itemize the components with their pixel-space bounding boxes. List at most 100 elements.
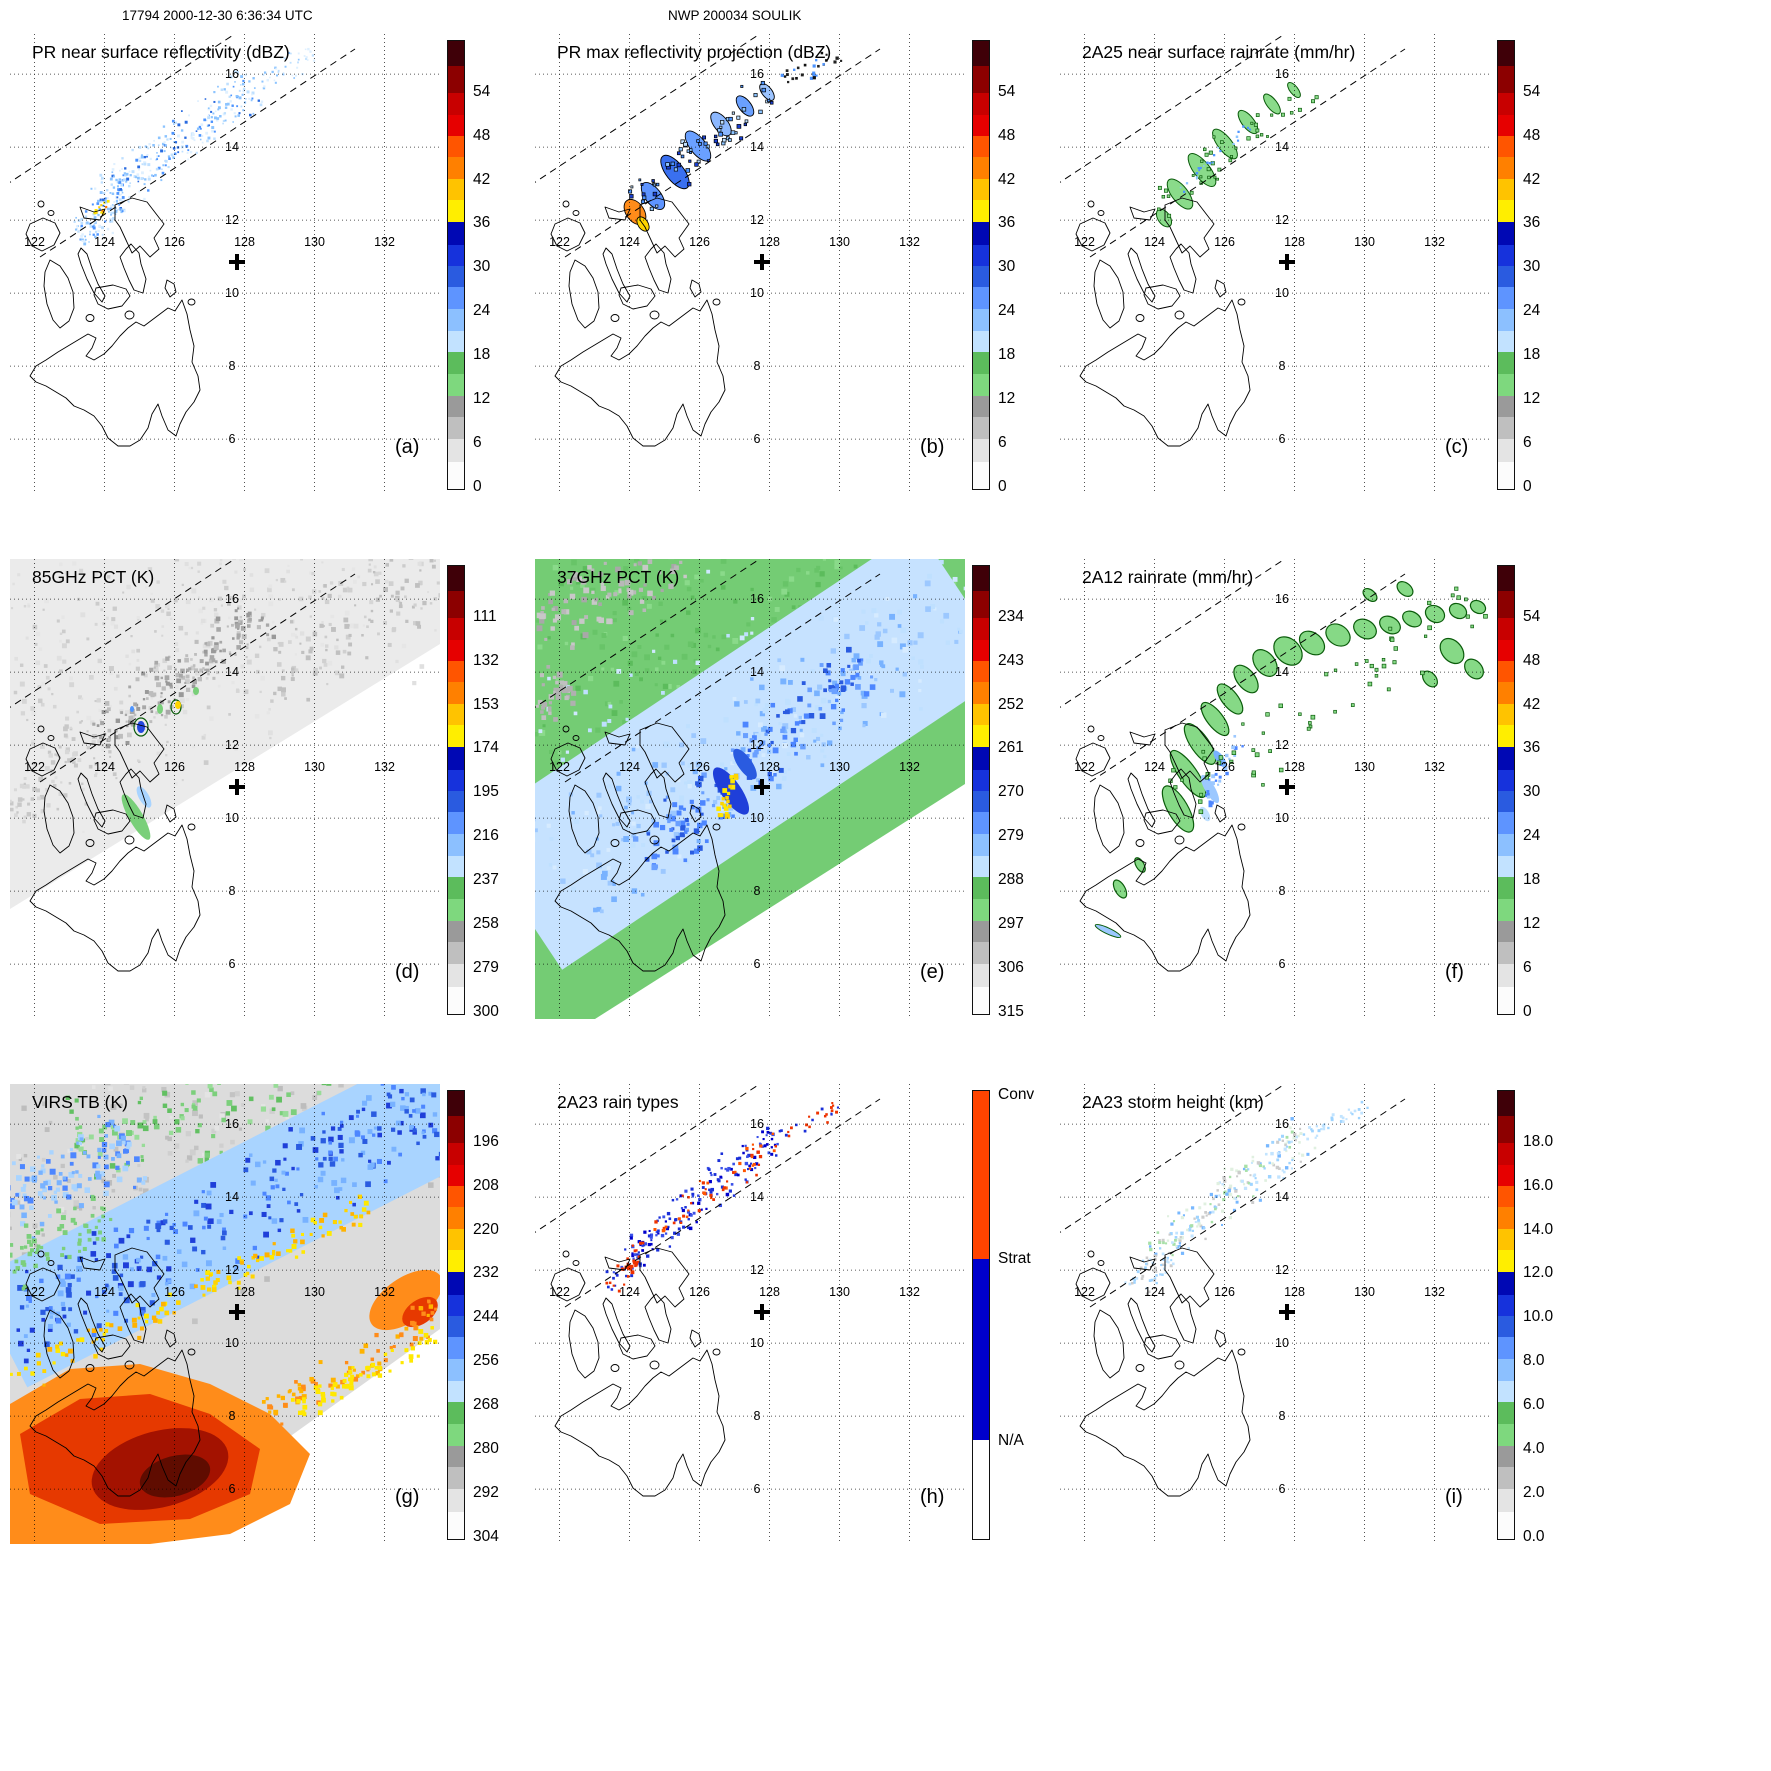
svg-text:126: 126 [689, 760, 710, 774]
colorbar-segment [1498, 244, 1514, 266]
colorbar-segment [448, 1445, 464, 1468]
colorbar-label: 306 [998, 958, 1024, 976]
colorbar-label: 195 [473, 783, 499, 801]
colorbar-segment [448, 725, 464, 748]
svg-text:14: 14 [225, 1190, 239, 1204]
colorbar-label: 6 [998, 433, 1007, 451]
colorbar-segment [973, 920, 989, 943]
colorbar-segment [1498, 1315, 1514, 1338]
svg-text:14: 14 [1275, 665, 1289, 679]
colorbar-label: 30 [1523, 258, 1541, 276]
storm-center-marker [229, 1304, 245, 1320]
panel-letter: (d) [395, 961, 420, 983]
svg-text:126: 126 [1214, 1285, 1235, 1299]
map-g: 122 124 126 128 130 132 6 8 10 12 14 16 [10, 1084, 440, 1544]
colorbar-segment [1498, 1424, 1514, 1446]
colorbar-segment [448, 200, 464, 223]
storm-center-marker [1279, 779, 1295, 795]
tick-labels: 122 124 126 128 130 132 6 8 10 12 14 16 [549, 1117, 920, 1496]
storm-center-marker [754, 254, 770, 270]
colorbar-segment [973, 790, 989, 813]
colorbar [447, 1090, 465, 1540]
svg-text:122: 122 [549, 1285, 570, 1299]
colorbar-segment [448, 1228, 464, 1251]
svg-text:8: 8 [229, 1409, 236, 1423]
svg-text:14: 14 [1275, 140, 1289, 154]
tick-labels: 122 124 126 128 130 132 6 8 10 12 14 16 [24, 67, 395, 446]
colorbar-segment [1498, 330, 1514, 353]
colorbar-label: 243 [998, 651, 1024, 669]
svg-text:130: 130 [304, 760, 325, 774]
tick-labels: 122 124 126 128 130 132 6 8 10 12 14 16 [549, 592, 920, 971]
colorbar-segment [1498, 308, 1514, 331]
colorbar-segment [1498, 92, 1514, 115]
tick-labels: 122 124 126 128 130 132 6 8 10 12 14 16 [549, 67, 920, 446]
svg-text:12: 12 [1275, 1263, 1289, 1277]
figure-header: 17794 2000-12-30 6:36:34 UTC NWP 200034 … [0, 0, 1771, 34]
colorbar-segment [448, 566, 464, 591]
storm-center-marker [229, 254, 245, 270]
colorbar-segment [973, 855, 989, 878]
colorbar-label: 42 [998, 170, 1016, 188]
colorbar [1497, 40, 1515, 490]
colorbar-segment [973, 660, 989, 683]
svg-text:10: 10 [1275, 286, 1289, 300]
colorbar-label: 24 [473, 302, 491, 320]
latlon-grid [1060, 1084, 1490, 1544]
colorbar [1497, 1090, 1515, 1540]
colorbar-label: 54 [473, 82, 491, 100]
colorbar-segment [973, 438, 989, 463]
colorbar-segment [448, 1185, 464, 1208]
colorbar-segment [448, 265, 464, 288]
colorbar-segment [1498, 769, 1514, 791]
colorbar-segment [1498, 703, 1514, 726]
panel-title: 2A23 rain types [557, 1092, 679, 1112]
colorbar-segment [973, 1091, 989, 1259]
colorbar-label: 54 [1523, 607, 1541, 625]
svg-text:6: 6 [229, 432, 236, 446]
tick-labels: 122 124 126 128 130 132 6 8 10 12 14 16 [1074, 1117, 1445, 1496]
colorbar-segment [448, 833, 464, 856]
svg-text:8: 8 [754, 884, 761, 898]
colorbar-segment [448, 1424, 464, 1446]
colorbar-segment [448, 790, 464, 813]
panel-i: 122 124 126 128 130 132 6 8 10 12 14 16 2A23 storm … [1060, 1084, 1585, 1609]
colorbar-segment [1498, 200, 1514, 223]
colorbar-label: 4.0 [1523, 1440, 1545, 1458]
data-layers [535, 559, 965, 1019]
panel-f: 122 124 126 128 130 132 6 8 10 12 14 16 2A12 rainra… [1060, 559, 1585, 1084]
colorbar-label: 6.0 [1523, 1396, 1545, 1414]
data-layers [1124, 1100, 1369, 1295]
map-b: 122 124 126 128 130 132 6 8 10 12 14 16 [535, 34, 965, 494]
colorbar-label: 132 [473, 651, 499, 669]
colorbar-segment [973, 725, 989, 748]
panel-g: 122 124 126 128 130 132 6 8 10 12 14 16 VIRS TB (K)… [10, 1084, 535, 1609]
colorbar-segment [448, 703, 464, 726]
colorbar-segment [973, 1259, 989, 1441]
colorbar-segment [973, 639, 989, 661]
coastlines [550, 197, 726, 447]
colorbar-segment [973, 114, 989, 136]
colorbar-label: 6 [1523, 958, 1532, 976]
svg-text:6: 6 [229, 1482, 236, 1496]
colorbar-segment [1498, 877, 1514, 900]
map-h: 122 124 126 128 130 132 6 8 10 12 14 16 [535, 1084, 965, 1544]
svg-text:128: 128 [1284, 1285, 1305, 1299]
svg-text:132: 132 [374, 1285, 395, 1299]
colorbar-segment [973, 703, 989, 726]
svg-text:122: 122 [24, 1285, 45, 1299]
svg-text:124: 124 [94, 760, 115, 774]
colorbar-segment [973, 987, 989, 1014]
colorbar-segment [448, 287, 464, 309]
colorbar-label: 42 [1523, 170, 1541, 188]
colorbar-segment [1498, 1228, 1514, 1251]
colorbar-segment [973, 244, 989, 266]
colorbar-segment [1498, 438, 1514, 463]
svg-text:10: 10 [1275, 1336, 1289, 1350]
panel-title: VIRS TB (K) [32, 1092, 128, 1112]
colorbar-segment [1498, 1358, 1514, 1381]
colorbar-segment [1498, 566, 1514, 591]
colorbar-label: 244 [473, 1308, 499, 1326]
colorbar-segment [1498, 833, 1514, 856]
tick-labels: 122 124 126 128 130 132 6 8 10 12 14 16 [1074, 67, 1445, 446]
